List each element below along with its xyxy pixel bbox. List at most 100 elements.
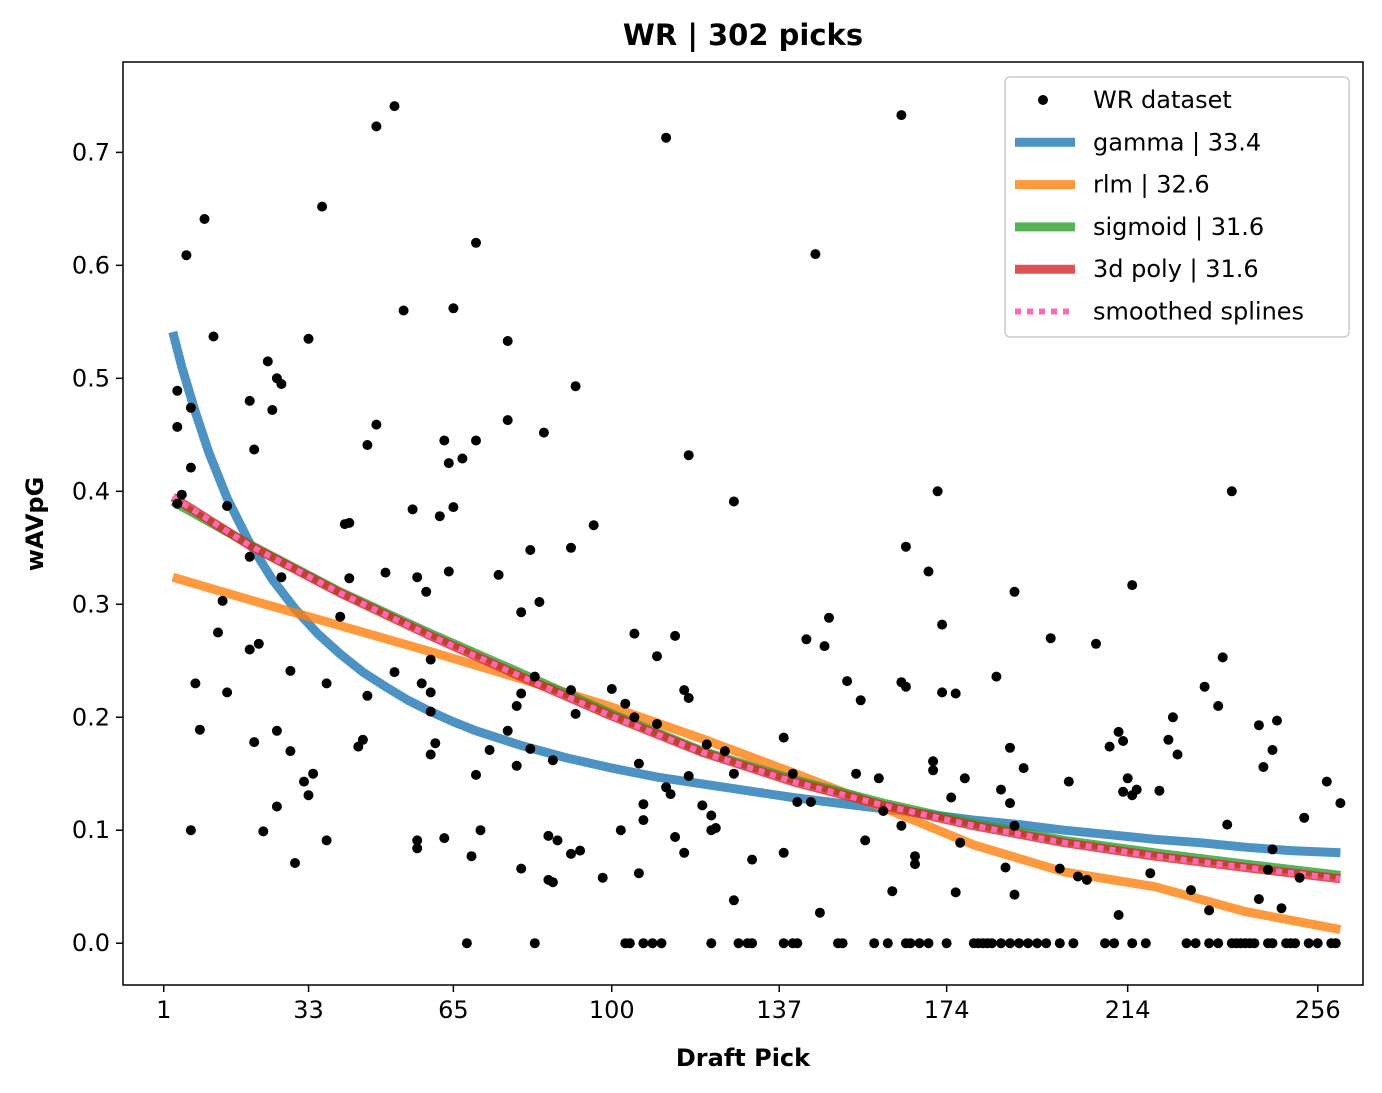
y-tick-label: 0.5: [72, 364, 110, 392]
data-point: [905, 938, 916, 949]
legend-marker: [1038, 95, 1048, 105]
data-point: [412, 572, 423, 583]
points-layer: [172, 101, 1346, 949]
data-point: [1321, 776, 1332, 787]
data-point: [208, 331, 219, 342]
data-point: [991, 671, 1002, 682]
data-point: [344, 573, 355, 584]
legend-label: 3d poly | 31.6: [1093, 255, 1259, 283]
data-point: [1091, 638, 1101, 649]
data-point: [185, 825, 196, 836]
data-point: [1199, 681, 1210, 692]
data-point: [1140, 938, 1151, 949]
data-point: [244, 551, 255, 562]
series-line-gamma: [168, 330, 1341, 858]
data-point: [448, 303, 459, 314]
data-point: [1109, 938, 1120, 949]
data-point: [851, 768, 862, 779]
data-point: [516, 863, 527, 874]
data-point: [425, 706, 436, 717]
legend-label: WR dataset: [1093, 86, 1232, 114]
data-point: [244, 644, 255, 655]
y-axis: 0.0 0.1 0.2 0.3 0.4 0.5 0.6 0.7: [72, 138, 123, 957]
data-point: [534, 597, 545, 607]
data-point: [249, 737, 260, 748]
data-point: [1145, 868, 1156, 879]
data-point: [950, 887, 961, 898]
data-point: [566, 848, 576, 859]
data-point: [1167, 712, 1178, 723]
data-point: [271, 725, 282, 736]
legend-label: rlm | 32.6: [1093, 171, 1210, 199]
data-point: [303, 790, 314, 801]
data-point: [778, 732, 789, 743]
data-point: [801, 634, 812, 645]
data-point: [244, 395, 255, 406]
data-point: [896, 110, 907, 121]
data-point: [1063, 776, 1074, 787]
data-point: [719, 746, 730, 757]
data-point: [439, 833, 450, 844]
data-point: [439, 435, 450, 446]
data-point: [222, 687, 233, 698]
data-point: [194, 724, 205, 735]
x-tick-label: 1: [156, 996, 171, 1024]
data-point: [733, 938, 744, 949]
y-tick-label: 0.3: [72, 590, 110, 618]
data-point: [425, 749, 436, 760]
data-point: [1253, 720, 1264, 731]
data-point: [652, 651, 662, 662]
data-point: [1190, 938, 1201, 949]
data-point: [1118, 786, 1129, 797]
x-axis: 1 33 65 100 137 174 214 256: [156, 985, 1341, 1024]
data-point: [728, 895, 739, 906]
data-point: [1172, 749, 1183, 760]
data-point: [1213, 938, 1224, 949]
data-point: [955, 837, 966, 848]
data-point: [1267, 844, 1278, 855]
data-point: [285, 665, 296, 676]
data-point: [1118, 736, 1129, 746]
data-point: [516, 688, 527, 699]
data-point: [471, 237, 481, 248]
data-point: [1222, 819, 1233, 830]
data-point: [683, 771, 694, 781]
data-point: [996, 784, 1006, 795]
data-point: [910, 859, 920, 870]
x-tick-label: 100: [589, 996, 635, 1024]
data-point: [249, 444, 260, 455]
data-point: [1113, 726, 1124, 737]
data-point: [380, 567, 391, 578]
data-point: [706, 810, 717, 821]
data-point: [597, 872, 608, 883]
x-axis-title: Draft Pick: [676, 1044, 811, 1072]
data-point: [425, 687, 436, 698]
data-point: [172, 421, 183, 432]
data-point: [878, 806, 889, 816]
data-point: [661, 132, 672, 143]
data-point: [199, 214, 210, 224]
data-point: [1181, 938, 1192, 949]
data-point: [928, 765, 939, 776]
x-tick-label: 65: [438, 996, 469, 1024]
data-point: [570, 381, 581, 392]
data-point: [837, 938, 848, 949]
data-point: [1000, 862, 1011, 873]
data-point: [679, 685, 690, 696]
data-point: [1054, 863, 1065, 874]
data-point: [511, 701, 522, 711]
data-point: [647, 938, 658, 949]
data-point: [1276, 903, 1287, 914]
data-point: [185, 462, 196, 473]
data-point: [1258, 762, 1269, 772]
data-point: [434, 511, 445, 522]
legend-items: WR dataset gamma | 33.4 rlm | 32.6 sigmoid …: [1015, 86, 1304, 326]
data-point: [1018, 763, 1029, 774]
data-point: [1213, 701, 1224, 711]
data-point: [860, 835, 871, 846]
data-point: [570, 708, 581, 719]
data-point: [412, 843, 423, 854]
data-point: [389, 667, 400, 678]
data-point: [538, 427, 549, 438]
data-point: [502, 725, 513, 736]
